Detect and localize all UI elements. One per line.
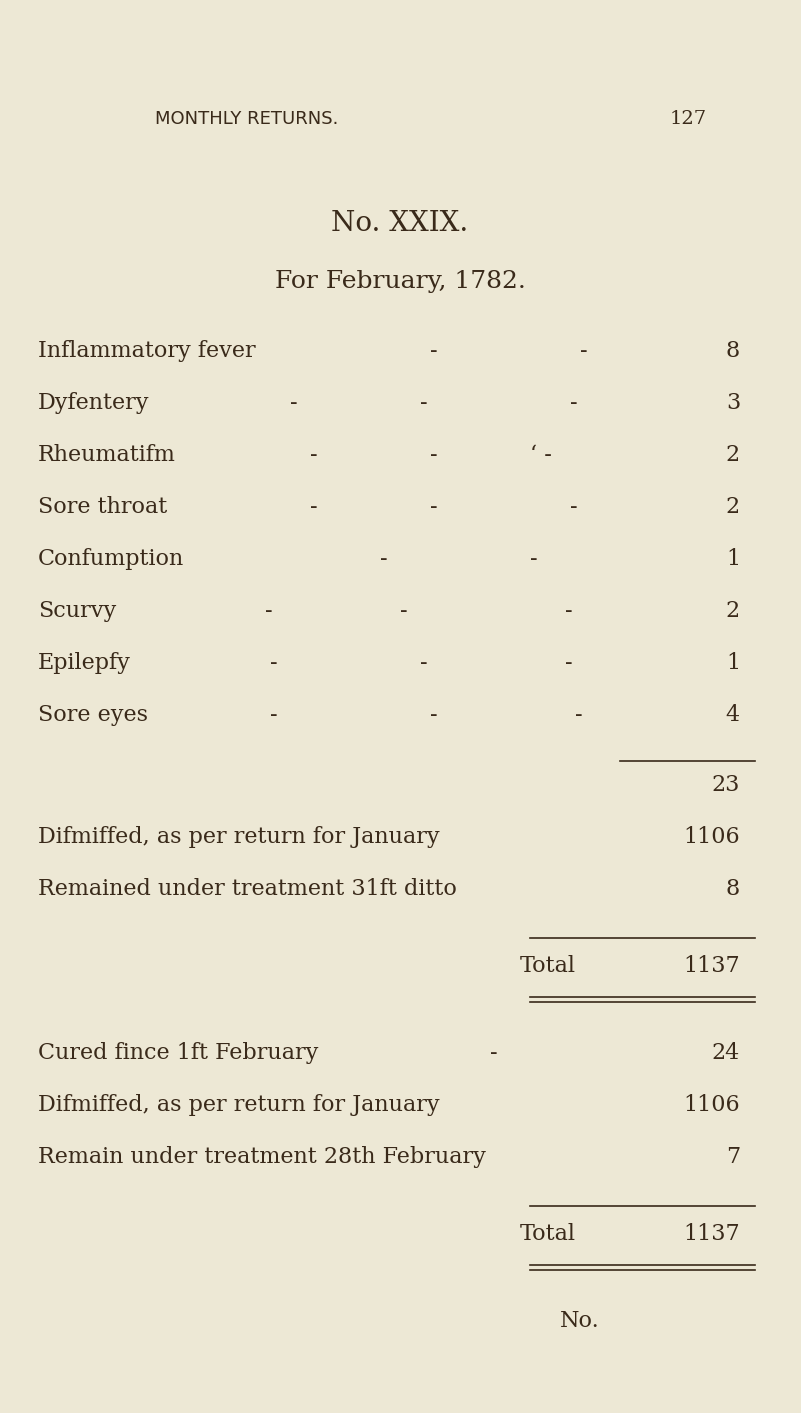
Text: -: - — [400, 601, 408, 622]
Text: ‘ -: ‘ - — [530, 444, 552, 466]
Text: -: - — [420, 391, 428, 414]
Text: -: - — [430, 704, 437, 726]
Text: Dyfentery: Dyfentery — [38, 391, 150, 414]
Text: -: - — [310, 496, 318, 519]
Text: -: - — [565, 601, 573, 622]
Text: 2: 2 — [726, 496, 740, 519]
Text: -: - — [570, 391, 578, 414]
Text: -: - — [430, 496, 437, 519]
Text: For February, 1782.: For February, 1782. — [275, 270, 525, 292]
Text: -: - — [420, 651, 428, 674]
Text: -: - — [565, 651, 573, 674]
Text: -: - — [380, 548, 388, 569]
Text: Scurvy: Scurvy — [38, 601, 116, 622]
Text: Difmiffed, as per return for January: Difmiffed, as per return for January — [38, 827, 440, 848]
Text: -: - — [310, 444, 318, 466]
Text: Inflammatory fever: Inflammatory fever — [38, 341, 256, 362]
Text: 1137: 1137 — [683, 955, 740, 976]
Text: No.: No. — [560, 1310, 600, 1332]
Text: Epilepfy: Epilepfy — [38, 651, 131, 674]
Text: -: - — [575, 704, 582, 726]
Text: -: - — [490, 1041, 497, 1064]
Text: 2: 2 — [726, 601, 740, 622]
Text: -: - — [270, 704, 278, 726]
Text: 1106: 1106 — [683, 827, 740, 848]
Text: 4: 4 — [726, 704, 740, 726]
Text: -: - — [265, 601, 272, 622]
Text: 1: 1 — [726, 651, 740, 674]
Text: Difmiffed, as per return for January: Difmiffed, as per return for January — [38, 1094, 440, 1116]
Text: Sore throat: Sore throat — [38, 496, 167, 519]
Text: Confumption: Confumption — [38, 548, 184, 569]
Text: -: - — [530, 548, 537, 569]
Text: Cured fince 1ft February: Cured fince 1ft February — [38, 1041, 318, 1064]
Text: 1137: 1137 — [683, 1224, 740, 1245]
Text: 24: 24 — [712, 1041, 740, 1064]
Text: 3: 3 — [726, 391, 740, 414]
Text: Remain under treatment 28th February: Remain under treatment 28th February — [38, 1146, 486, 1169]
Text: -: - — [580, 341, 588, 362]
Text: 2: 2 — [726, 444, 740, 466]
Text: Total: Total — [520, 1224, 576, 1245]
Text: 7: 7 — [726, 1146, 740, 1169]
Text: -: - — [290, 391, 298, 414]
Text: -: - — [570, 496, 578, 519]
Text: No. XXIX.: No. XXIX. — [332, 211, 469, 237]
Text: -: - — [430, 341, 437, 362]
Text: 1: 1 — [726, 548, 740, 569]
Text: 127: 127 — [670, 110, 707, 129]
Text: 23: 23 — [711, 774, 740, 796]
Text: 8: 8 — [726, 877, 740, 900]
Text: MONTHLY RETURNS.: MONTHLY RETURNS. — [155, 110, 338, 129]
Text: 8: 8 — [726, 341, 740, 362]
Text: Sore eyes: Sore eyes — [38, 704, 148, 726]
Text: Rheumatifm: Rheumatifm — [38, 444, 176, 466]
Text: -: - — [270, 651, 278, 674]
Text: Remained under treatment 31ft ditto: Remained under treatment 31ft ditto — [38, 877, 457, 900]
Text: 1106: 1106 — [683, 1094, 740, 1116]
Text: -: - — [430, 444, 437, 466]
Text: Total: Total — [520, 955, 576, 976]
